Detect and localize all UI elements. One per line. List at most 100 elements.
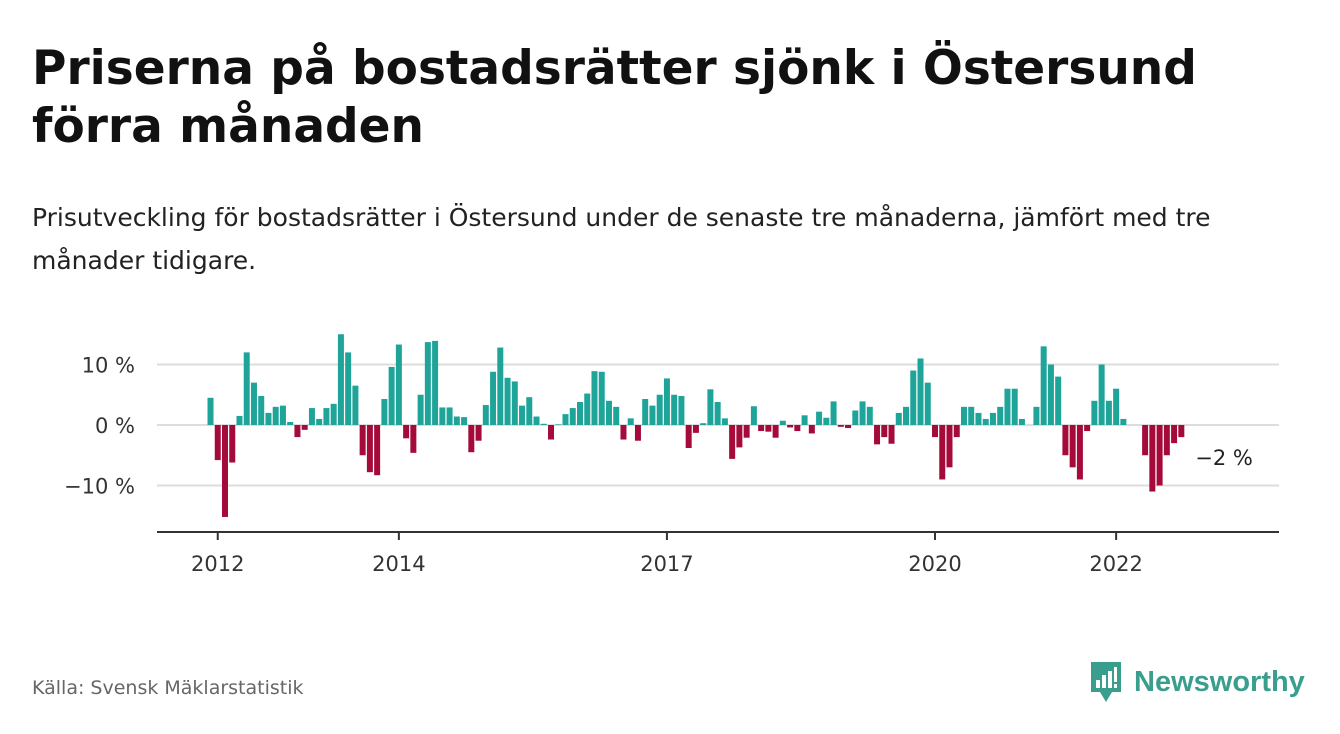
bar	[613, 406, 620, 425]
bar	[663, 378, 670, 426]
bar	[287, 421, 294, 425]
bar	[627, 418, 634, 426]
bar	[634, 425, 641, 441]
bar	[1171, 425, 1178, 444]
y-axis-labels: 10 % 0 % −10 %	[64, 354, 135, 499]
bar	[707, 389, 714, 426]
bar	[497, 347, 504, 425]
bar	[837, 425, 844, 427]
x-tick-label: 2022	[1089, 552, 1142, 576]
bar	[424, 342, 431, 425]
bar	[323, 408, 330, 425]
bar	[1033, 406, 1040, 425]
bar	[1178, 425, 1185, 438]
bar	[504, 377, 511, 425]
newsworthy-logo-icon	[1091, 662, 1121, 702]
bar	[294, 425, 301, 438]
chart-title: Priserna på bostadsrätter sjönk i Östers…	[32, 41, 1197, 154]
bar	[758, 425, 765, 432]
bar	[214, 425, 221, 461]
bar	[511, 381, 518, 425]
x-tick-label: 2020	[908, 552, 961, 576]
bar	[692, 425, 699, 433]
y-tick-label: −10 %	[64, 475, 135, 499]
bar	[366, 425, 373, 473]
bar	[1047, 364, 1054, 425]
bar	[555, 424, 562, 425]
bar	[1062, 425, 1069, 456]
bar	[482, 405, 489, 425]
bar	[1120, 418, 1127, 425]
bar	[765, 425, 772, 432]
bar	[649, 405, 656, 425]
y-tick-label: 0 %	[95, 414, 135, 438]
bar	[1004, 388, 1011, 425]
bar	[584, 393, 591, 425]
bar	[808, 425, 815, 434]
bar	[461, 417, 468, 425]
bar	[946, 425, 953, 468]
bar	[605, 400, 612, 425]
bar	[526, 397, 533, 425]
bar	[417, 394, 424, 425]
bar	[1084, 425, 1091, 432]
bar	[917, 358, 924, 425]
y-tick-label: 10 %	[82, 354, 135, 378]
bar	[359, 425, 366, 456]
bar	[1142, 425, 1149, 456]
bar	[533, 416, 540, 425]
bar	[721, 418, 728, 426]
bar	[888, 425, 895, 444]
bar	[1105, 400, 1112, 425]
bar	[221, 425, 228, 517]
bar	[1091, 400, 1098, 425]
bar	[997, 406, 1004, 425]
bar	[388, 366, 395, 425]
bar	[736, 425, 743, 448]
bar	[446, 407, 453, 425]
bar	[953, 425, 960, 438]
last-value-label: −2 %	[1195, 446, 1253, 470]
bars	[207, 334, 1185, 517]
bar	[308, 408, 315, 425]
bar	[453, 416, 460, 425]
bar	[772, 425, 779, 438]
bar	[1076, 425, 1083, 480]
bar	[1055, 376, 1062, 425]
bar	[279, 405, 286, 425]
bar	[403, 425, 410, 439]
bar	[330, 403, 337, 425]
x-tick-label: 2012	[191, 552, 244, 576]
x-axis-labels: 2012 2014 2017 2020 2022	[191, 532, 1143, 576]
bar	[750, 406, 757, 425]
bar	[577, 402, 583, 425]
bar	[316, 418, 323, 425]
bar	[700, 423, 707, 425]
bar	[598, 371, 605, 425]
bar	[830, 401, 837, 425]
bar	[982, 418, 989, 425]
bar	[345, 352, 352, 425]
bar	[1011, 388, 1018, 425]
bar	[236, 415, 243, 425]
bar	[569, 408, 576, 425]
bar	[519, 405, 526, 425]
bar	[207, 397, 214, 425]
bar	[243, 352, 250, 425]
bar	[866, 406, 873, 425]
bar	[374, 425, 381, 476]
bar	[685, 425, 692, 448]
bar	[352, 385, 359, 425]
bar	[874, 425, 881, 445]
bar	[562, 414, 569, 425]
bar	[714, 402, 721, 425]
bar	[490, 371, 497, 425]
bar	[1149, 425, 1156, 492]
bar	[903, 406, 910, 425]
bar	[548, 425, 555, 440]
bar	[591, 371, 598, 425]
bar	[229, 425, 236, 463]
bar	[823, 417, 830, 425]
bar	[468, 425, 475, 453]
bar	[881, 425, 888, 438]
